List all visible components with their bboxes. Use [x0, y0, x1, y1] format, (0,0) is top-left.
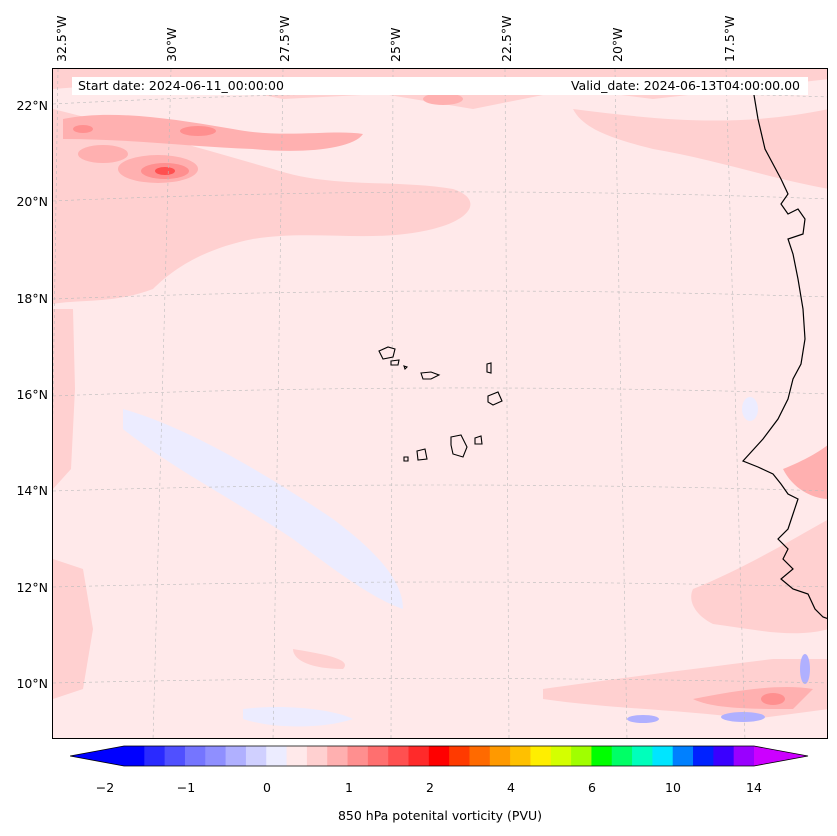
colorbar-over-arrow [754, 746, 808, 766]
colorbar-tick: −2 [95, 780, 115, 795]
lon-label: 22.5°W [499, 15, 514, 62]
colorbar-segment [327, 746, 349, 766]
cape-verde-islands [378, 346, 503, 462]
colorbar-segment [591, 746, 613, 766]
colorbar-segment [266, 746, 288, 766]
start-date-label: Start date: 2024-06-11_00:00:00 [78, 78, 284, 93]
pv-contours-max [155, 167, 175, 175]
lon-label: 32.5°W [54, 15, 69, 62]
colorbar-under-arrow [70, 746, 124, 766]
colorbar-segment [693, 746, 714, 766]
colorbar-tick: 2 [426, 780, 434, 795]
colorbar-segment [245, 746, 267, 766]
colorbar-segment [124, 746, 145, 766]
lon-label: 30°W [164, 27, 179, 62]
colorbar-segment [530, 746, 552, 766]
colorbar-tick: 6 [588, 780, 596, 795]
lon-label: 27.5°W [277, 15, 292, 62]
colorbar-segment [550, 746, 572, 766]
valid-date-label: Valid_date: 2024-06-13T04:00:00.00 [570, 78, 800, 93]
lat-label: 22°N [16, 98, 48, 113]
colorbar-segment [733, 746, 755, 766]
colorbar-segment [449, 746, 470, 766]
colorbar-segment [225, 746, 247, 766]
lat-label: 18°N [16, 291, 48, 306]
lon-label: 20°W [610, 27, 625, 62]
map-panel[interactable] [52, 68, 828, 739]
coastline [741, 88, 827, 619]
colorbar-segment [205, 746, 227, 766]
colorbar-segment [367, 746, 389, 766]
lon-label: 25°W [388, 27, 403, 62]
pv-contours-negative-2 [627, 654, 810, 723]
graticule [53, 69, 827, 738]
colorbar-segment [672, 746, 694, 766]
colorbar-segment [469, 746, 491, 766]
lat-label: 20°N [16, 194, 48, 209]
colorbar-segment [632, 746, 653, 766]
colorbar-segment [144, 746, 166, 766]
colorbar-segment [489, 746, 511, 766]
colorbar-outline [70, 745, 809, 767]
colorbar-segment [408, 746, 430, 766]
colorbar-segment [611, 746, 633, 766]
colorbar-tick: 10 [665, 780, 681, 795]
colorbar-segment [713, 746, 735, 766]
colorbar [70, 745, 809, 767]
colorbar-segment [652, 746, 674, 766]
colorbar-label: 850 hPa potenital vorticity (PVU) [337, 808, 543, 823]
colorbar-tick: 4 [507, 780, 515, 795]
colorbar-tick: −1 [176, 780, 196, 795]
lat-label: 12°N [16, 580, 48, 595]
colorbar-tick: 1 [345, 780, 353, 795]
lon-label: 17.5°W [722, 15, 737, 62]
colorbar-tick: 14 [746, 780, 762, 795]
lat-label: 10°N [16, 676, 48, 691]
colorbar-segment [164, 746, 186, 766]
colorbar-segment [286, 746, 308, 766]
colorbar-segment [571, 746, 592, 766]
colorbar-segment [388, 746, 410, 766]
colorbar-segment [428, 746, 450, 766]
pv-contours-negative [123, 397, 758, 727]
lat-label: 16°N [16, 387, 48, 402]
colorbar-segment [347, 746, 369, 766]
colorbar-segment [306, 746, 328, 766]
colorbar-segment [184, 746, 206, 766]
lat-label: 14°N [16, 483, 48, 498]
colorbar-segment [510, 746, 531, 766]
date-banner: Start date: 2024-06-11_00:00:00 Valid_da… [72, 77, 808, 95]
potential-vorticity-map [53, 69, 827, 738]
colorbar-tick: 0 [263, 780, 271, 795]
